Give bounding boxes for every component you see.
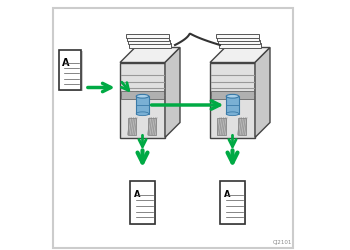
FancyBboxPatch shape xyxy=(127,37,169,42)
Polygon shape xyxy=(255,48,270,138)
FancyBboxPatch shape xyxy=(129,43,171,48)
FancyBboxPatch shape xyxy=(210,62,255,138)
Text: CJ2101: CJ2101 xyxy=(273,240,293,245)
Ellipse shape xyxy=(136,112,149,116)
FancyBboxPatch shape xyxy=(221,182,246,225)
Ellipse shape xyxy=(136,94,149,98)
Text: A: A xyxy=(224,190,230,199)
Ellipse shape xyxy=(226,112,239,116)
FancyBboxPatch shape xyxy=(127,118,136,135)
FancyBboxPatch shape xyxy=(238,118,246,135)
FancyBboxPatch shape xyxy=(136,96,149,114)
Text: A: A xyxy=(62,58,70,68)
FancyBboxPatch shape xyxy=(131,182,156,225)
FancyBboxPatch shape xyxy=(128,40,170,44)
FancyBboxPatch shape xyxy=(218,40,260,44)
FancyBboxPatch shape xyxy=(226,96,239,114)
FancyBboxPatch shape xyxy=(60,51,83,91)
FancyBboxPatch shape xyxy=(217,118,226,135)
FancyBboxPatch shape xyxy=(130,181,155,224)
FancyBboxPatch shape xyxy=(211,91,254,99)
FancyBboxPatch shape xyxy=(147,118,156,135)
Polygon shape xyxy=(210,48,270,62)
Polygon shape xyxy=(165,48,180,138)
FancyBboxPatch shape xyxy=(217,37,259,42)
FancyBboxPatch shape xyxy=(219,43,261,48)
FancyBboxPatch shape xyxy=(216,34,259,38)
FancyBboxPatch shape xyxy=(52,8,293,248)
FancyBboxPatch shape xyxy=(120,62,165,138)
Ellipse shape xyxy=(226,94,239,98)
FancyBboxPatch shape xyxy=(126,34,169,38)
Text: A: A xyxy=(134,190,140,199)
FancyBboxPatch shape xyxy=(121,91,164,99)
FancyBboxPatch shape xyxy=(220,181,245,224)
FancyBboxPatch shape xyxy=(59,50,81,90)
Polygon shape xyxy=(120,48,180,62)
